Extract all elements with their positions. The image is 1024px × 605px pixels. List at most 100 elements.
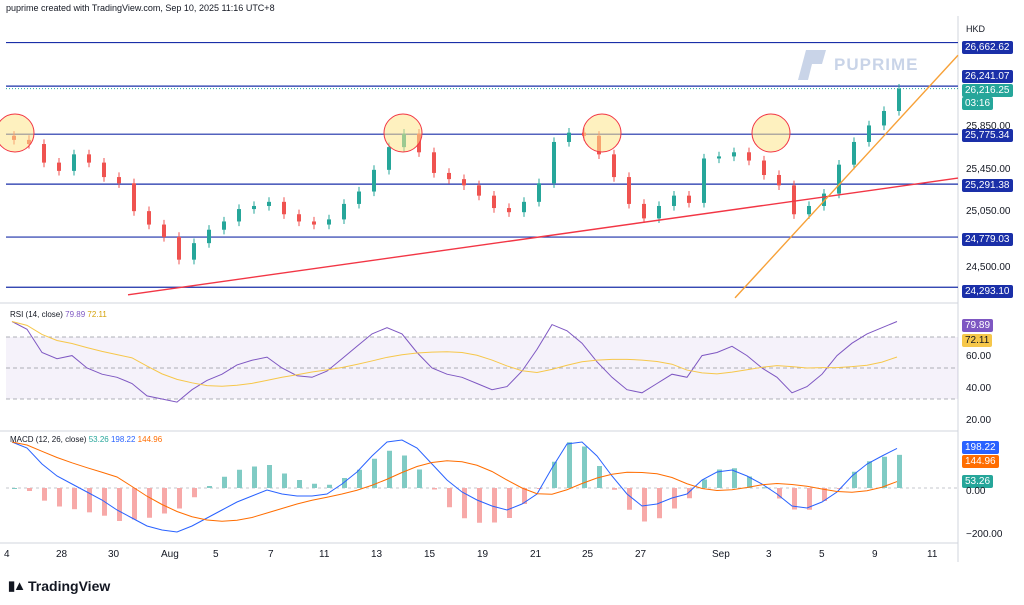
macd-histogram-bar — [27, 488, 32, 491]
level-tag-4: 25,291.38 — [962, 179, 1013, 192]
macd-hist-value: 53.26 — [88, 435, 109, 444]
macd-histogram-bar — [207, 486, 212, 488]
macd-histogram-bar — [672, 488, 677, 509]
macd-tick-neg200: −200.00 — [966, 529, 1003, 540]
candle-body — [372, 169, 376, 192]
macd-histogram-bar — [537, 488, 542, 489]
brand-text: TradingView — [28, 578, 111, 594]
time-tick: 11 — [319, 549, 330, 560]
macd-histogram-bar — [237, 469, 242, 488]
candle-body — [312, 221, 316, 225]
rsi-tag: 79.89 — [962, 319, 994, 332]
candle-body — [447, 172, 451, 180]
candle-body — [702, 158, 706, 203]
candle-body — [162, 224, 166, 237]
candle-body — [762, 160, 766, 176]
time-tick: 9 — [872, 549, 878, 560]
time-tick: 15 — [424, 549, 436, 560]
candle-body — [867, 125, 871, 142]
rsi-legend: RSI (14, close) 79.89 72.11 — [10, 310, 107, 319]
candle-body — [627, 177, 631, 204]
countdown-tag: 03:16 — [962, 97, 994, 110]
candle-body — [852, 141, 856, 165]
time-tick: 5 — [213, 549, 219, 560]
macd-histogram-bar — [762, 487, 767, 489]
candle-body — [282, 201, 286, 215]
watermark-text: PUPRIME — [834, 55, 919, 74]
macd-histogram-bar — [372, 458, 377, 488]
puprime-logo-icon — [798, 50, 826, 80]
candle-body — [522, 201, 526, 213]
time-tick: 3 — [766, 549, 772, 560]
puprime-watermark: PUPRIME — [794, 48, 918, 82]
macd-histogram-bar — [147, 488, 152, 518]
macd-histogram-bar — [777, 488, 782, 499]
time-tick: 21 — [530, 549, 542, 560]
macd-histogram-bar — [837, 488, 842, 489]
highlight-circle — [582, 113, 622, 153]
candle-body — [462, 179, 466, 186]
candle-body — [837, 164, 841, 194]
tradingview-logo-icon: ▮▲ — [8, 578, 26, 593]
macd-histogram-bar — [462, 488, 467, 519]
time-tick: 28 — [56, 549, 68, 560]
candle-body — [657, 205, 661, 219]
macd-histogram-bar — [807, 488, 812, 510]
time-tick: Aug — [161, 549, 179, 560]
candle-body — [552, 141, 556, 184]
macd-histogram-bar — [342, 478, 347, 488]
macd-histogram-bar — [702, 479, 707, 488]
macd-histogram-bar — [132, 488, 137, 520]
uptrend-line — [734, 54, 959, 299]
macd-histogram-bar — [627, 488, 632, 510]
candle-body — [207, 229, 211, 244]
candle-body — [117, 177, 121, 184]
macd-histogram-bar — [822, 488, 827, 501]
macd-histogram-bar — [447, 488, 452, 508]
signal-tag: 144.96 — [962, 455, 999, 468]
macd-histogram-bar — [432, 488, 437, 490]
macd-histogram-bar — [267, 465, 272, 488]
candle-body — [687, 195, 691, 203]
macd-histogram-bar — [12, 488, 17, 489]
candle-body — [537, 183, 541, 202]
macd-histogram-bar — [117, 488, 122, 521]
macd-histogram-bar — [162, 488, 167, 514]
time-tick: 30 — [108, 549, 120, 560]
macd-histogram-bar — [507, 488, 512, 518]
candle-body — [777, 175, 781, 186]
macd-histogram-bar — [387, 450, 392, 488]
highlight-circle — [383, 113, 423, 153]
candle-body — [87, 154, 91, 163]
rsi-ma-line — [11, 321, 898, 387]
macd-legend: MACD (12, 26, close) 53.26 198.22 144.96 — [10, 435, 162, 444]
rsi-ma-tag: 72.11 — [962, 334, 993, 347]
rsi-title: RSI (14, close) — [10, 310, 63, 319]
candle-body — [807, 205, 811, 215]
macd-histogram-bar — [42, 488, 47, 501]
macd-histogram-bar — [552, 461, 557, 488]
time-tick: 13 — [371, 549, 383, 560]
candle-body — [102, 162, 106, 178]
macd-histogram-bar — [642, 488, 647, 522]
level-tag-3: 25,775.34 — [962, 129, 1013, 142]
candle-body — [327, 219, 331, 225]
candle-body — [882, 110, 886, 126]
currency-label: HKD — [966, 24, 986, 34]
candle-body — [717, 156, 721, 159]
candle-body — [897, 88, 901, 111]
candle-body — [642, 203, 646, 219]
candle-body — [192, 243, 196, 260]
rsi-tick-60: 60.00 — [966, 351, 992, 362]
macd-histogram-bar — [732, 468, 737, 488]
macd-value: 198.22 — [110, 435, 136, 444]
tradingview-brand[interactable]: ▮▲ TradingView — [8, 578, 110, 594]
candle-body — [822, 193, 826, 206]
time-tick: 4 — [4, 549, 10, 560]
macd-histogram-bar — [897, 454, 902, 488]
rsi-tick-40: 40.00 — [966, 383, 992, 394]
macd-histogram-bar — [717, 469, 722, 488]
candle-body — [432, 152, 436, 173]
price-tick-3: 25,050.00 — [966, 206, 1011, 217]
